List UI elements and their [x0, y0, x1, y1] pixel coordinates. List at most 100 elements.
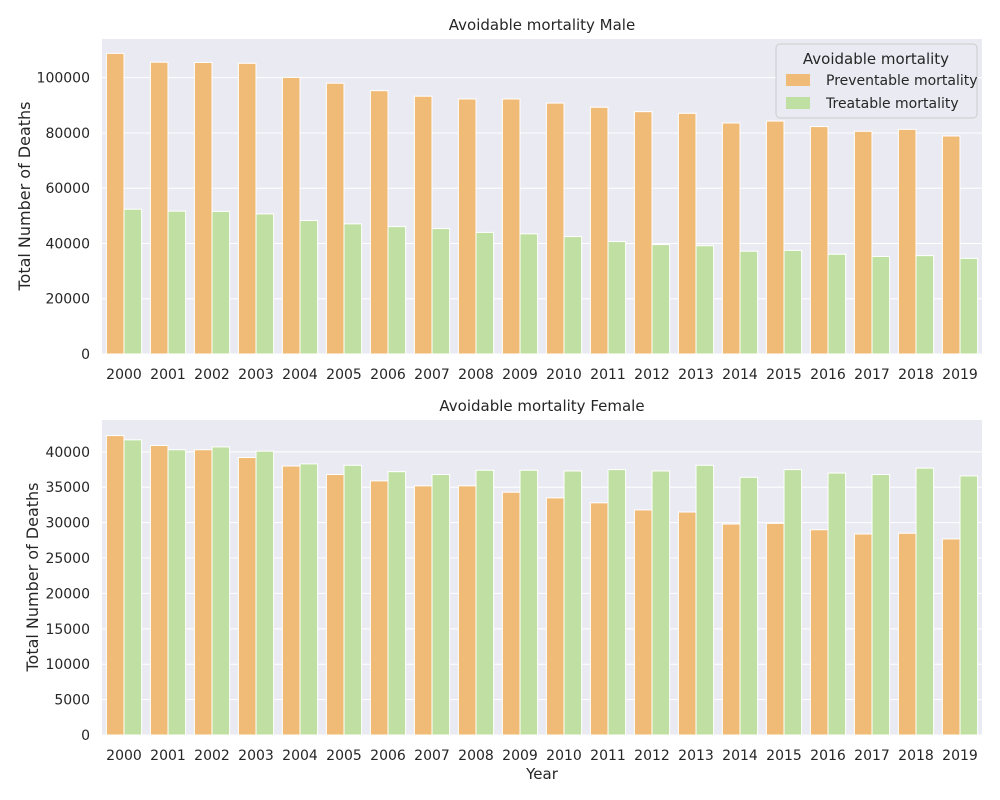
- x-tick-label: 2019: [942, 748, 978, 764]
- female-chart-title: Avoidable mortality Female: [439, 397, 644, 415]
- bar-treatable-2019: [959, 257, 979, 355]
- bar-preventable-2019: [941, 135, 961, 355]
- bar-treatable-2015: [783, 249, 803, 355]
- y-tick-label: 80000: [45, 126, 90, 142]
- x-tick-label: 2004: [282, 748, 318, 764]
- bar-treatable-2008: [475, 231, 495, 355]
- bar-treatable-2007: [431, 474, 451, 736]
- x-tick-label: 2006: [370, 748, 406, 764]
- bar-preventable-2005: [325, 82, 345, 355]
- legend-title: Avoidable mortality: [803, 50, 949, 68]
- bar-treatable-2010: [563, 236, 583, 355]
- legend: Avoidable mortality Preventable mortalit…: [775, 43, 978, 119]
- x-tick-label: 2004: [282, 367, 318, 383]
- bar-treatable-2005: [343, 464, 363, 736]
- bar-treatable-2011: [607, 241, 627, 355]
- bar-preventable-2016: [809, 126, 829, 355]
- x-tick-label: 2019: [942, 367, 978, 383]
- x-tick-label: 2007: [414, 748, 450, 764]
- y-tick-label: 15000: [45, 622, 90, 638]
- bar-treatable-2001: [167, 210, 187, 355]
- y-tick-label: 40000: [45, 445, 90, 461]
- bar-treatable-2012: [651, 470, 671, 736]
- bar-preventable-2001: [149, 444, 169, 736]
- x-tick-label: 2012: [634, 748, 670, 764]
- x-tick-label: 2008: [458, 748, 494, 764]
- bar-treatable-2003: [255, 450, 275, 736]
- bar-treatable-2012: [651, 244, 671, 355]
- bar-preventable-2005: [325, 474, 345, 736]
- y-tick-label: 60000: [45, 181, 90, 197]
- x-tick-label: 2017: [854, 367, 890, 383]
- legend-swatch-treatable: [786, 97, 810, 109]
- bar-treatable-2001: [167, 449, 187, 736]
- x-tick-label: 2009: [502, 748, 538, 764]
- bar-treatable-2013: [695, 245, 715, 355]
- y-tick-label: 0: [81, 347, 90, 363]
- y-tick-label: 0: [81, 728, 90, 744]
- x-tick-label: 2005: [326, 367, 362, 383]
- y-tick-label: 35000: [45, 480, 90, 496]
- bar-preventable-2007: [413, 95, 433, 355]
- bar-treatable-2004: [299, 220, 319, 355]
- x-tick-label: 2011: [590, 367, 626, 383]
- legend-label-preventable: Preventable mortality: [826, 73, 978, 89]
- bar-preventable-2018: [897, 532, 917, 736]
- bar-treatable-2006: [387, 471, 407, 736]
- female-y-tick-labels: 0 5000 10000 15000 20000 25000 30000 35000 40000: [45, 445, 90, 744]
- bar-preventable-2006: [369, 480, 389, 736]
- male-x-tick-labels: 2000 2001 2002 2003 2004 2005 2006 2007 2008 2009…: [106, 367, 978, 383]
- bar-preventable-2002: [193, 449, 213, 736]
- bar-treatable-2018: [915, 255, 935, 355]
- bar-preventable-2002: [193, 61, 213, 355]
- x-tick-label: 2018: [898, 367, 934, 383]
- bar-preventable-2008: [457, 98, 477, 355]
- female-x-tick-labels: 2000 2001 2002 2003 2004 2005 2006 2007 2008 2009…: [106, 748, 978, 764]
- x-tick-label: 2001: [150, 367, 186, 383]
- bar-preventable-2003: [237, 457, 257, 736]
- bar-treatable-2014: [739, 476, 759, 736]
- bar-treatable-2019: [959, 475, 979, 736]
- x-tick-label: 2013: [678, 748, 714, 764]
- bar-treatable-2004: [299, 463, 319, 736]
- bar-treatable-2014: [739, 250, 759, 355]
- female-y-axis-label: Total Number of Deaths: [23, 482, 42, 672]
- x-tick-label: 2014: [722, 367, 758, 383]
- x-tick-label: 2012: [634, 367, 670, 383]
- bar-treatable-2011: [607, 469, 627, 736]
- y-tick-label: 30000: [45, 516, 90, 532]
- bar-preventable-2000: [105, 435, 125, 736]
- bar-treatable-2003: [255, 213, 275, 355]
- y-tick-label: 20000: [45, 586, 90, 602]
- bar-preventable-2011: [589, 502, 609, 736]
- bar-preventable-2016: [809, 529, 829, 736]
- bar-treatable-2017: [871, 474, 891, 736]
- x-tick-label: 2013: [678, 367, 714, 383]
- x-tick-label: 2015: [766, 367, 802, 383]
- bar-preventable-2004: [281, 76, 301, 355]
- bar-preventable-2004: [281, 465, 301, 736]
- bar-preventable-2009: [501, 491, 521, 736]
- x-tick-label: 2002: [194, 748, 230, 764]
- bar-preventable-2012: [633, 509, 653, 736]
- x-tick-label: 2016: [810, 748, 846, 764]
- bar-preventable-2003: [237, 62, 257, 355]
- bar-treatable-2013: [695, 464, 715, 736]
- x-tick-label: 2017: [854, 748, 890, 764]
- male-bars: [105, 52, 979, 355]
- legend-box: [775, 43, 978, 119]
- x-tick-label: 2001: [150, 748, 186, 764]
- bar-treatable-2010: [563, 470, 583, 736]
- bar-treatable-2016: [827, 253, 847, 355]
- male-chart-title: Avoidable mortality Male: [449, 16, 635, 34]
- y-tick-label: 25000: [45, 551, 90, 567]
- bar-treatable-2000: [123, 208, 143, 355]
- bar-preventable-2017: [853, 533, 873, 736]
- bar-treatable-2002: [211, 210, 231, 355]
- bar-preventable-2009: [501, 98, 521, 355]
- y-tick-label: 40000: [45, 236, 90, 252]
- bar-preventable-2006: [369, 90, 389, 355]
- legend-swatch-preventable: [786, 74, 810, 86]
- bar-preventable-2014: [721, 523, 741, 736]
- bar-treatable-2017: [871, 255, 891, 355]
